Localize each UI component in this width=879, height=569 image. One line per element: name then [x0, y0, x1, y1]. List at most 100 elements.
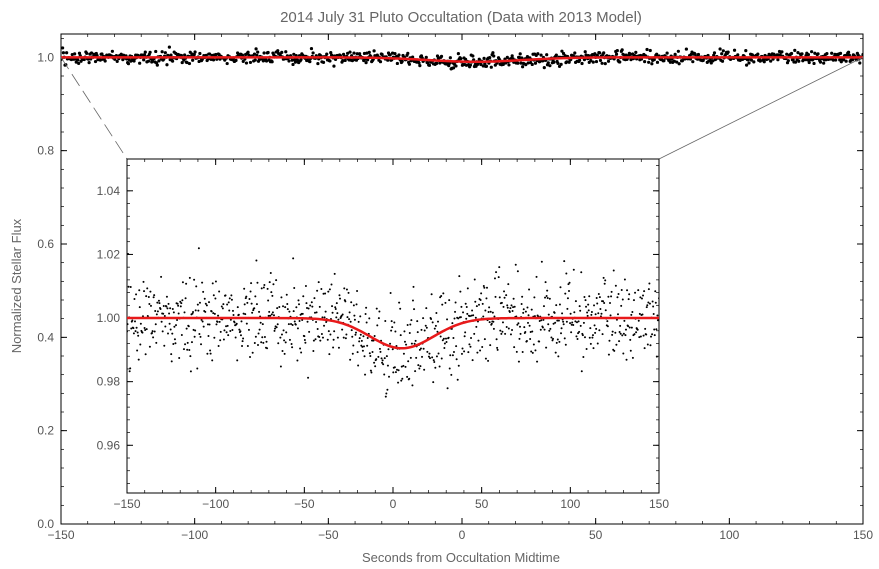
inset-data-point: [579, 309, 582, 312]
inset-data-point: [498, 266, 501, 269]
main-data-point: [676, 49, 680, 53]
inset-data-point: [576, 338, 579, 341]
inset-data-point: [437, 352, 440, 355]
main-data-point: [290, 58, 294, 62]
inset-data-point: [212, 294, 215, 297]
inset-data-point: [544, 296, 547, 299]
main-data-point: [284, 50, 288, 54]
main-data-point: [712, 51, 717, 55]
inset-data-point: [155, 341, 158, 344]
main-data-point: [167, 45, 171, 49]
inset-data-point: [570, 323, 573, 326]
main-data-point: [812, 61, 816, 66]
inset-data-point: [409, 323, 412, 326]
inset-data-point: [430, 293, 433, 296]
main-data-point: [240, 53, 245, 57]
main-data-point: [591, 60, 595, 64]
inset-data-point: [516, 270, 519, 273]
inset-data-point: [288, 310, 291, 313]
inset-data-point: [330, 283, 333, 286]
inset-data-point: [574, 300, 577, 303]
inset-data-point: [542, 318, 545, 321]
inset-data-point: [130, 327, 133, 330]
inset-data-point: [451, 354, 454, 357]
inset-data-point: [472, 314, 475, 317]
main-data-point: [668, 60, 672, 64]
inset-data-point: [335, 302, 338, 305]
inset-data-point: [564, 343, 567, 346]
inset-data-point: [646, 304, 649, 307]
inset-data-point: [210, 310, 213, 313]
inset-data-point: [653, 328, 656, 331]
main-data-point: [138, 61, 142, 65]
main-data-point: [61, 46, 65, 50]
inset-data-point: [260, 287, 263, 290]
main-data-point: [154, 49, 158, 54]
inset-data-point: [172, 311, 175, 314]
inset-data-point: [296, 327, 299, 330]
inset-data-point: [364, 373, 367, 376]
main-ytick-label: 0.2: [37, 424, 54, 438]
inset-data-point: [400, 379, 403, 382]
main-data-point: [146, 59, 151, 63]
inset-data-point: [191, 312, 194, 315]
inset-data-point: [241, 340, 244, 343]
inset-data-point: [189, 355, 192, 358]
inset-data-point: [591, 336, 594, 339]
main-data-point: [732, 48, 737, 52]
inset-data-point: [209, 349, 212, 352]
inset-data-point: [373, 361, 376, 364]
main-data-point: [673, 52, 677, 56]
inset-data-point: [587, 303, 590, 306]
inset-data-point: [434, 324, 437, 327]
inset-data-point: [505, 294, 508, 297]
inset-data-point: [318, 335, 321, 338]
inset-data-point: [206, 323, 209, 326]
inset-data-point: [526, 306, 529, 309]
inset-data-point: [173, 325, 176, 328]
main-data-point: [844, 59, 848, 63]
inset-data-point: [394, 330, 397, 333]
inset-data-point: [639, 335, 642, 338]
inset-data-point: [416, 320, 419, 323]
inset-data-point: [465, 317, 468, 320]
inset-data-point: [164, 325, 167, 328]
inset-data-point: [571, 321, 574, 324]
inset-data-point: [356, 351, 359, 354]
inset-data-point: [279, 336, 282, 339]
inset-data-point: [578, 330, 581, 333]
inset-data-point: [646, 343, 649, 346]
inset-data-point: [498, 296, 501, 299]
inset-data-point: [357, 364, 360, 367]
inset-data-point: [389, 291, 392, 294]
inset-data-point: [127, 323, 129, 326]
inset-data-point: [529, 331, 532, 334]
inset-data-point: [524, 310, 527, 313]
main-data-point: [856, 53, 860, 57]
inset-data-point: [181, 299, 184, 302]
inset-data-point: [508, 311, 511, 314]
inset-data-point: [393, 366, 396, 369]
inset-data-point: [137, 358, 140, 361]
inset-data-point: [335, 316, 338, 319]
main-data-point: [563, 54, 567, 58]
inset-data-point: [562, 323, 565, 326]
inset-data-point: [464, 302, 467, 305]
inset-data-point: [590, 311, 593, 314]
inset-data-point: [540, 319, 543, 322]
inset-data-point: [376, 324, 379, 327]
inset-data-point: [208, 323, 211, 326]
inset-data-point: [306, 307, 308, 310]
inset-data-point: [610, 290, 613, 293]
inset-data-point: [255, 259, 258, 262]
inset-data-point: [324, 292, 327, 295]
inset-data-point: [308, 330, 311, 333]
main-data-point: [276, 49, 280, 53]
inset-data-point: [275, 326, 278, 329]
inset-data-point: [525, 340, 528, 343]
inset-data-point: [284, 306, 287, 309]
inset-data-point: [445, 341, 448, 343]
inset-data-point: [286, 302, 289, 305]
inset-data-point: [462, 311, 465, 314]
inset-data-point: [388, 375, 391, 378]
